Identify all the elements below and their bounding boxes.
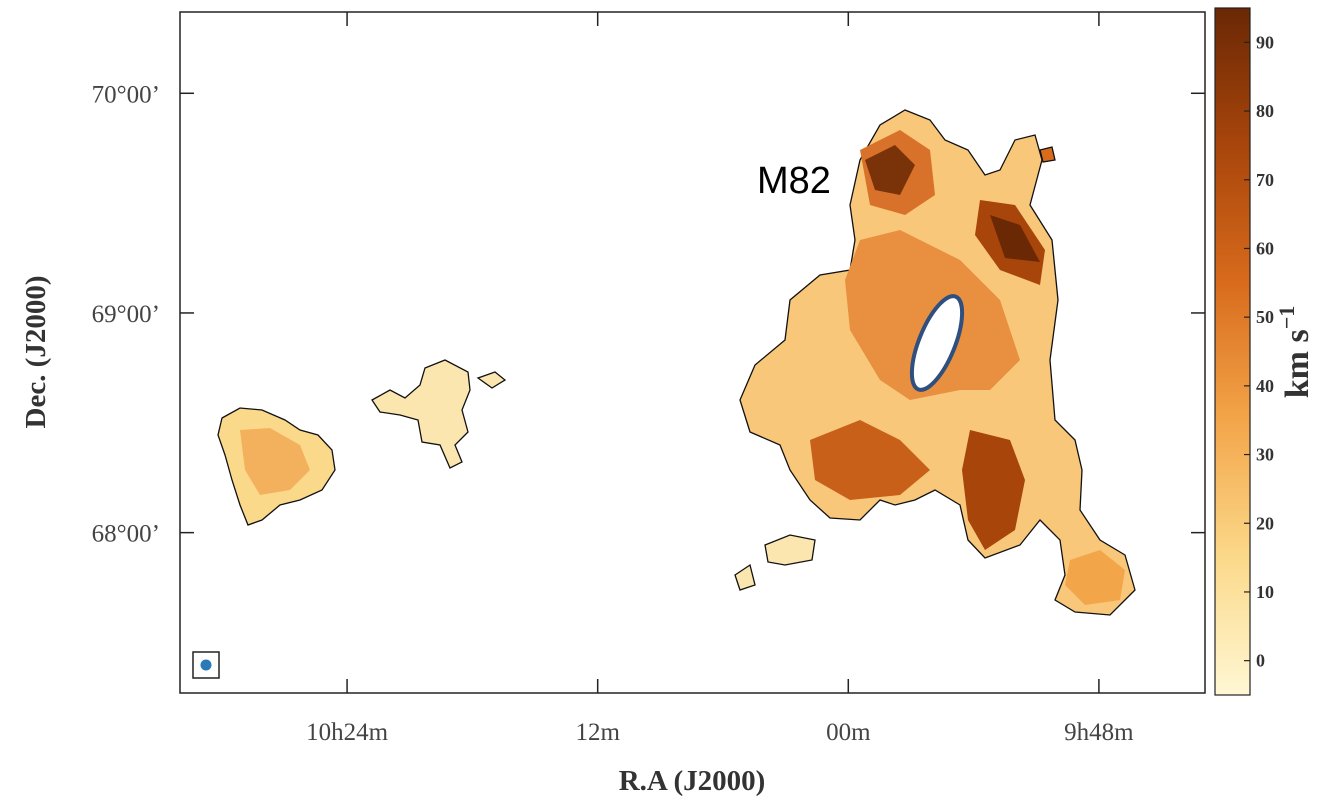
x-tick-label: 10h24m xyxy=(306,719,389,746)
x-tick-label: 12m xyxy=(575,719,620,746)
x-tick-label: 00m xyxy=(826,719,871,746)
cloud-core xyxy=(865,145,915,195)
x-axis-label: R.A (J2000) xyxy=(619,765,766,797)
colorbar-label: km s−1 xyxy=(1274,306,1316,399)
colorbar-tick-label: 80 xyxy=(1256,101,1274,121)
cloud xyxy=(764,534,816,566)
colorbar-tick-label: 50 xyxy=(1256,307,1274,327)
colorbar-tick-label: 0 xyxy=(1256,651,1265,671)
cloud xyxy=(734,563,756,591)
cloud-core xyxy=(962,430,1025,550)
colorbar-tick-label: 60 xyxy=(1256,238,1274,258)
colorbar-tick-label: 10 xyxy=(1256,582,1274,602)
colorbar-tick-label: 30 xyxy=(1256,445,1274,465)
cloud-core xyxy=(1065,550,1125,605)
colorbar xyxy=(1214,7,1251,696)
colorbar-unit: km s xyxy=(1279,329,1316,398)
y-tick-label: 69°00’ xyxy=(92,301,160,328)
cloud xyxy=(371,359,471,469)
cloud-core xyxy=(810,420,930,500)
y-tick-label: 68°00’ xyxy=(92,521,160,548)
y-axis-label: Dec. (J2000) xyxy=(20,275,52,428)
plot-frame xyxy=(179,11,1206,694)
cloud-core xyxy=(990,215,1040,262)
colorbar-tick-label: 90 xyxy=(1256,32,1274,52)
colorbar-tick-label: 40 xyxy=(1256,376,1274,396)
beam-box xyxy=(192,651,220,679)
cloud xyxy=(1039,146,1056,163)
x-tick-label: 9h48m xyxy=(1064,719,1134,746)
cloud-core xyxy=(240,428,310,495)
y-tick-label: 70°00’ xyxy=(92,81,160,108)
colorbar-exponent: −1 xyxy=(1274,306,1299,330)
colorbar-tick-label: 20 xyxy=(1256,513,1274,533)
beam xyxy=(200,659,212,671)
colorbar-tick-label: 70 xyxy=(1256,170,1274,190)
cloud xyxy=(476,371,507,389)
emission-map xyxy=(217,109,1136,616)
annotation: M82 xyxy=(757,160,831,202)
m82-galaxy xyxy=(909,294,965,392)
